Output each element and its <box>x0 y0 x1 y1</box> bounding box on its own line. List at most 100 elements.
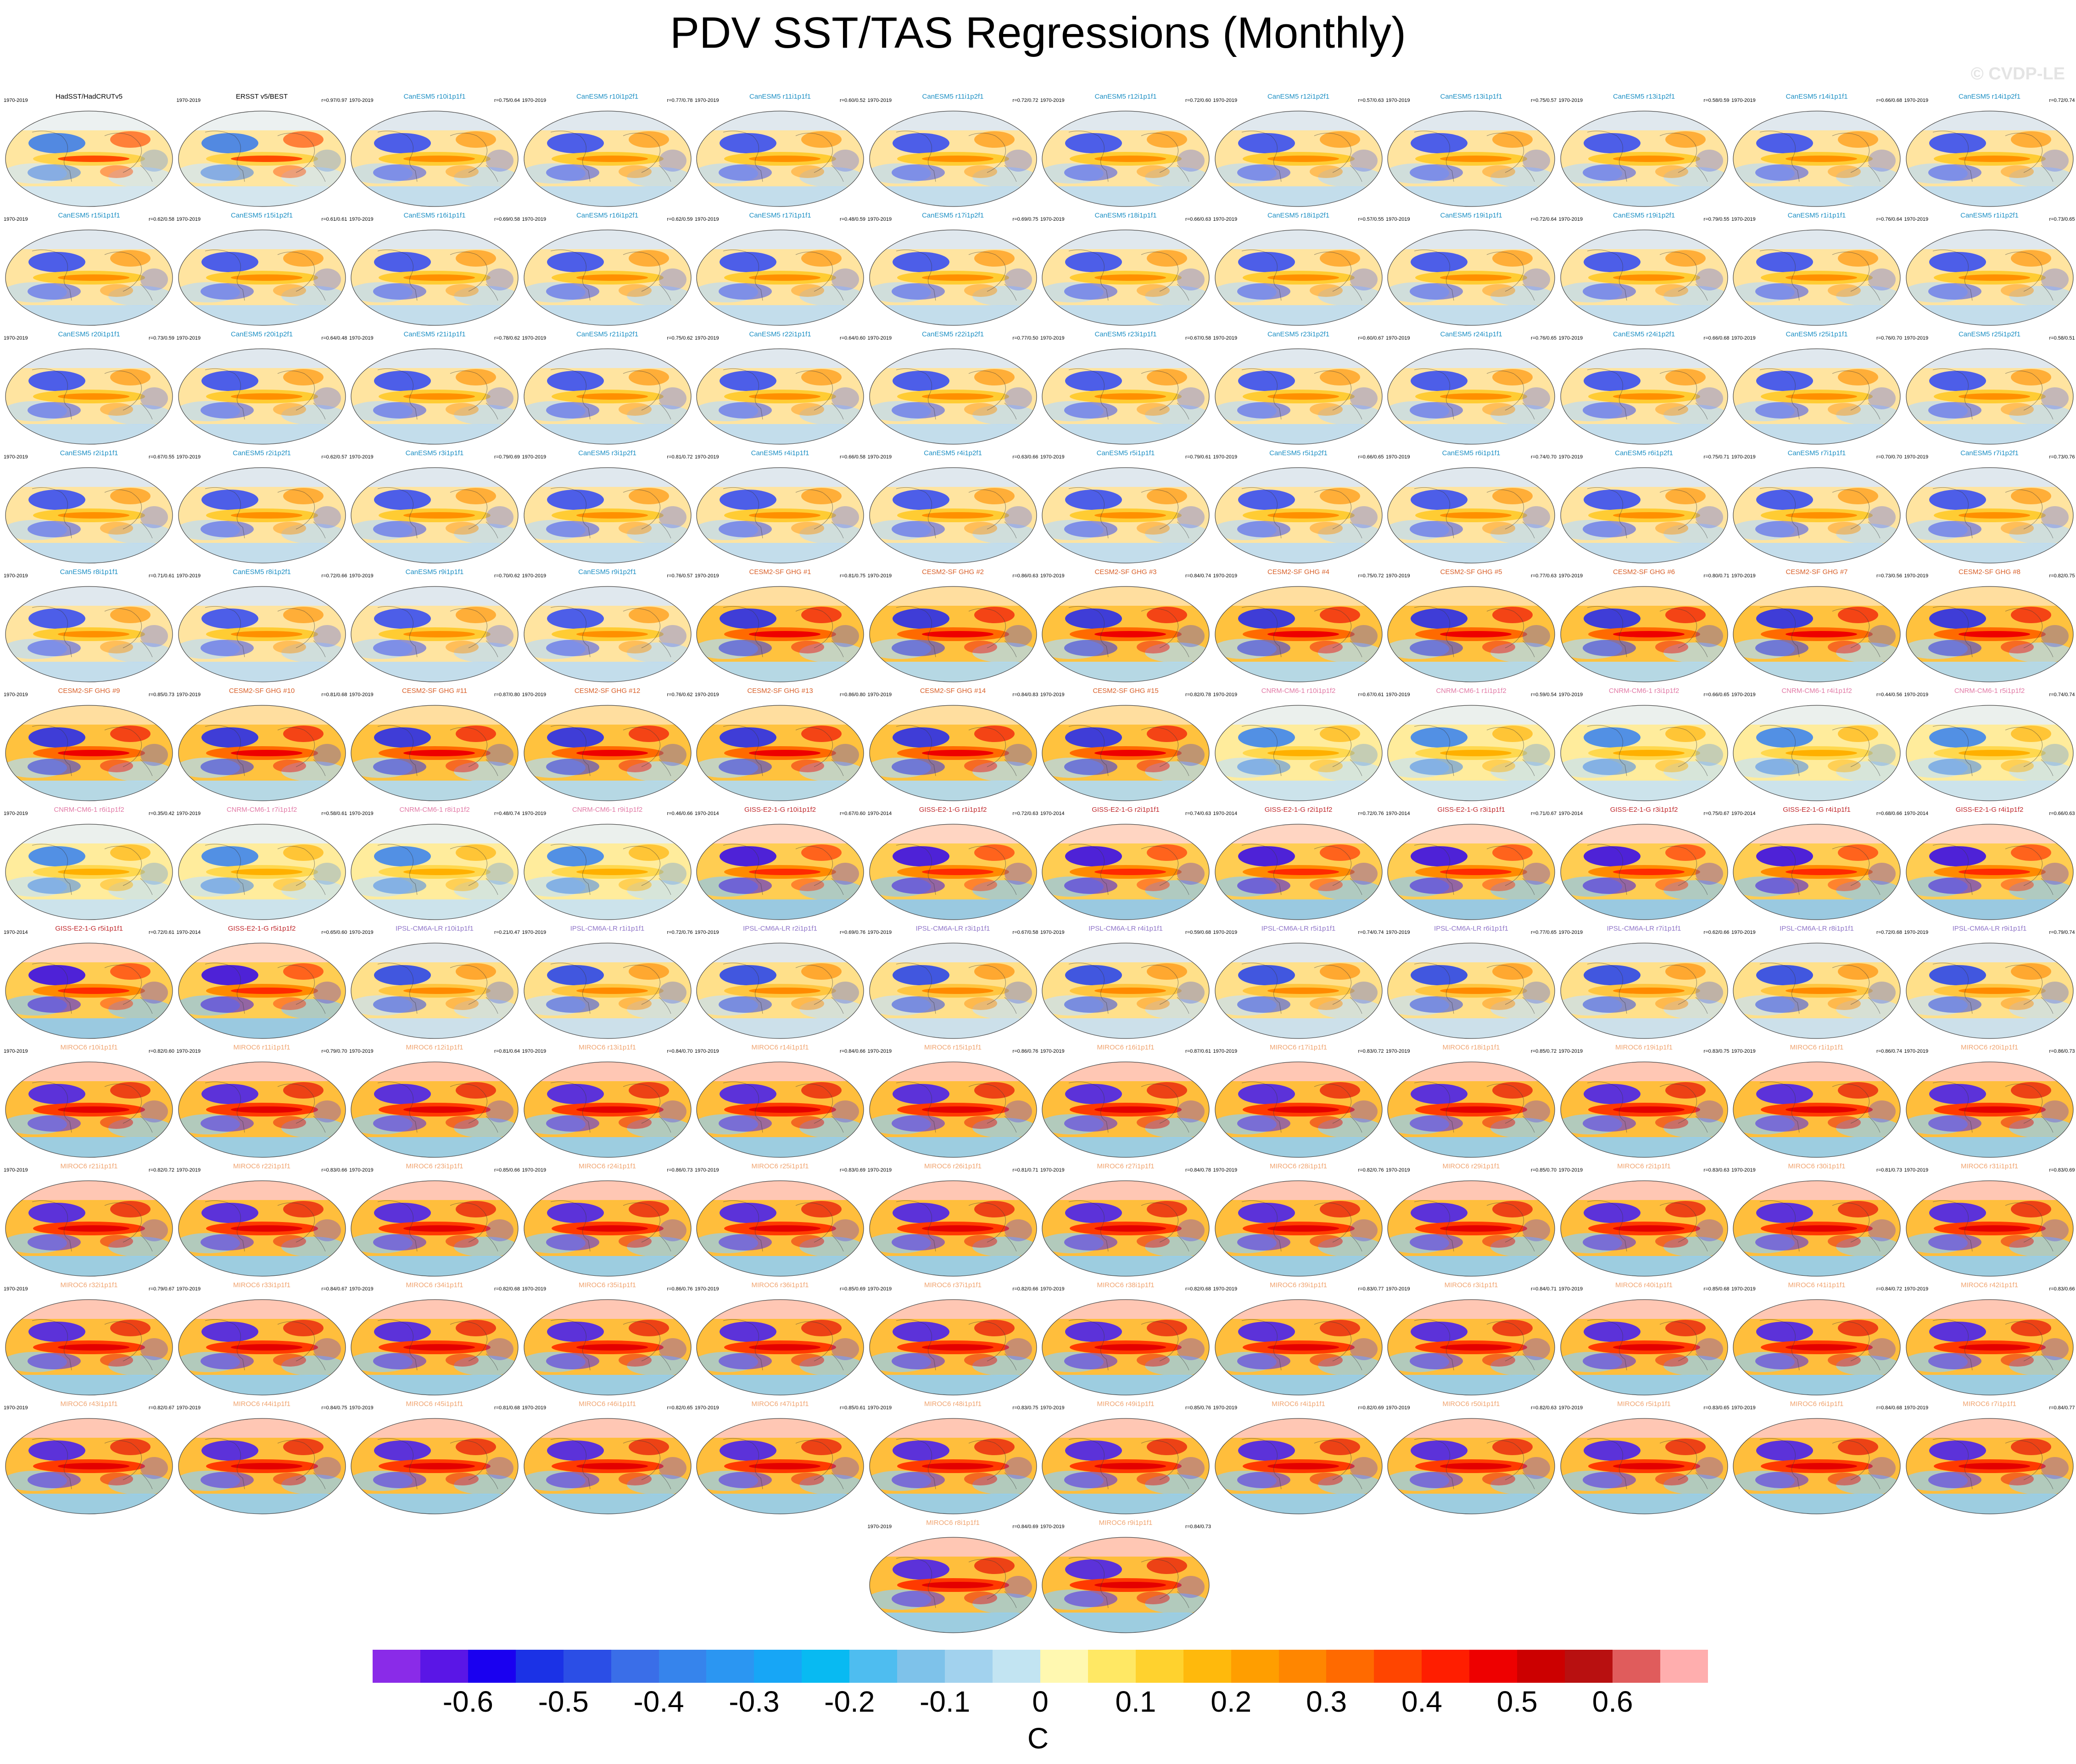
colorbar-segment <box>373 1650 420 1683</box>
regression-map <box>1214 705 1383 801</box>
map-panel: CESM2-SF GHG #1 1970-2019 r=0.81/0.75 <box>694 567 866 686</box>
regression-map <box>1905 467 2074 564</box>
map-panel: CanESM5 r20i1p2f1 1970-2019 r=0.64/0.48 <box>176 329 348 448</box>
panel-title: CanESM5 r24i1p2f1 <box>1613 330 1675 338</box>
panel-correlation: r=0.84/0.66 <box>840 1049 865 1054</box>
regression-map <box>1042 348 1210 445</box>
regression-map <box>1560 229 1728 326</box>
panel-title: CESM2-SF GHG #9 <box>58 687 120 695</box>
panel-title: IPSL-CM6A-LR r4i1p1f1 <box>1088 925 1163 932</box>
panel-correlation: r=0.78/0.62 <box>494 335 520 341</box>
panel-years: 1970-2019 <box>522 454 547 460</box>
panel-years: 1970-2019 <box>349 454 374 460</box>
regression-map <box>5 467 173 564</box>
map-panel: CanESM5 r21i1p1f1 1970-2019 r=0.78/0.62 <box>348 329 521 448</box>
panel-years: 1970-2019 <box>522 217 547 222</box>
panel-years: 1970-2019 <box>867 217 892 222</box>
panel-correlation: r=0.83/0.66 <box>2049 1286 2075 1292</box>
panel-correlation: r=0.71/0.67 <box>1531 811 1557 816</box>
regression-map <box>351 229 519 326</box>
panel-correlation: r=0.72/0.74 <box>2049 98 2075 103</box>
map-panel: CanESM5 r12i1p2f1 1970-2019 r=0.57/0.63 <box>1212 92 1385 211</box>
colorbar-segment <box>706 1650 754 1683</box>
map-panel: MIROC6 r43i1p1f1 1970-2019 r=0.82/0.67 <box>3 1399 175 1518</box>
panel-title: MIROC6 r18i1p1f1 <box>1442 1044 1500 1051</box>
panel-years: 1970-2014 <box>1213 811 1238 816</box>
map-panel: MIROC6 r17i1p1f1 1970-2019 r=0.83/0.72 <box>1212 1043 1385 1161</box>
regression-map <box>178 1299 346 1396</box>
panel-correlation: r=0.85/0.69 <box>840 1286 865 1292</box>
panel-title: CanESM5 r10i1p1f1 <box>403 93 466 100</box>
panel-years: 1970-2019 <box>1558 1049 1583 1054</box>
panel-title: CanESM5 r2i1p2f1 <box>233 449 291 457</box>
panel-title: CanESM5 r4i1p1f1 <box>751 449 809 457</box>
panel-correlation: r=0.76/0.65 <box>1531 335 1557 341</box>
panel-correlation: r=0.61/0.61 <box>321 217 347 222</box>
panel-years: 1970-2019 <box>1731 1405 1756 1411</box>
panel-correlation: r=0.79/0.70 <box>321 1049 347 1054</box>
regression-map <box>1387 229 1555 326</box>
panel-title: CESM2-SF GHG #11 <box>402 687 468 695</box>
panel-years: 1970-2019 <box>1213 1286 1238 1292</box>
regression-map <box>351 943 519 1039</box>
regression-map <box>1042 1180 1210 1277</box>
panel-correlation: r=0.84/0.77 <box>2049 1405 2075 1411</box>
panel-title: CESM2-SF GHG #3 <box>1094 568 1157 576</box>
regression-map <box>351 111 519 207</box>
map-panel: MIROC6 r5i1p1f1 1970-2019 r=0.83/0.65 <box>1558 1399 1730 1518</box>
panel-title: CNRM-CM6-1 r4i1p1f2 <box>1781 687 1852 695</box>
panel-years: 1970-2019 <box>1904 573 1929 579</box>
panel-title: MIROC6 r26i1p1f1 <box>924 1162 982 1170</box>
regression-map <box>696 824 864 920</box>
map-panel: CanESM5 r19i1p1f1 1970-2019 r=0.72/0.64 <box>1385 211 1557 329</box>
panel-title: CanESM5 r10i1p2f1 <box>576 93 639 100</box>
colorbar-segment <box>1135 1650 1183 1683</box>
panel-correlation: r=0.76/0.64 <box>1876 217 1902 222</box>
regression-map <box>1387 1061 1555 1158</box>
panel-years: 1970-2019 <box>1558 335 1583 341</box>
panel-correlation: r=0.83/0.75 <box>1012 1405 1038 1411</box>
map-panel: GISS-E2-1-G r4i1p1f1 1970-2014 r=0.68/0.66 <box>1730 805 1903 924</box>
panel-years: 1970-2019 <box>1731 1167 1756 1173</box>
panel-title: MIROC6 r25i1p1f1 <box>751 1162 809 1170</box>
regression-map <box>1733 1180 1901 1277</box>
panel-years: 1970-2019 <box>1040 1524 1065 1530</box>
panel-title: MIROC6 r36i1p1f1 <box>751 1281 809 1289</box>
panel-title: MIROC6 r5i1p1f1 <box>1617 1400 1671 1408</box>
regression-map <box>1387 1418 1555 1514</box>
regression-map <box>1042 229 1210 326</box>
panel-correlation: r=0.72/0.76 <box>1358 811 1384 816</box>
colorbar-segment <box>849 1650 898 1683</box>
panel-correlation: r=0.72/0.66 <box>321 573 347 579</box>
panel-title: MIROC6 r45i1p1f1 <box>406 1400 463 1408</box>
regression-map <box>1733 943 1901 1039</box>
panel-title: GISS-E2-1-G r5i1p1f2 <box>228 925 296 932</box>
panel-correlation: r=0.58/0.59 <box>1703 98 1730 103</box>
regression-map <box>178 1180 346 1277</box>
map-panel: CanESM5 r14i1p1f1 1970-2019 r=0.66/0.68 <box>1730 92 1903 211</box>
panel-years: 1970-2019 <box>1040 217 1065 222</box>
colorbar-tick-label: -0.1 <box>920 1685 971 1718</box>
panel-correlation: r=0.69/0.58 <box>494 217 520 222</box>
regression-map <box>523 1418 692 1514</box>
panel-title: CanESM5 r18i1p1f1 <box>1094 212 1157 219</box>
panel-years: 1970-2019 <box>4 573 28 579</box>
map-panel: MIROC6 r35i1p1f1 1970-2019 r=0.86/0.76 <box>521 1280 694 1399</box>
regression-map <box>1214 1061 1383 1158</box>
panel-years: 1970-2019 <box>522 1049 547 1054</box>
panel-years: 1970-2014 <box>1731 811 1756 816</box>
panel-title: MIROC6 r24i1p1f1 <box>578 1162 636 1170</box>
map-panel: CanESM5 r9i1p1f1 1970-2019 r=0.70/0.62 <box>348 567 521 686</box>
map-panel: MIROC6 r27i1p1f1 1970-2019 r=0.84/0.78 <box>1039 1161 1212 1280</box>
colorbar-tick-label: 0 <box>1032 1685 1049 1718</box>
panel-title: CanESM5 r8i1p2f1 <box>233 568 291 576</box>
regression-map <box>1214 1299 1383 1396</box>
map-panel: CanESM5 r1i1p2f1 1970-2019 r=0.73/0.65 <box>1903 211 2076 329</box>
map-panel: CanESM5 r16i1p2f1 1970-2019 r=0.62/0.59 <box>521 211 694 329</box>
panel-title: CanESM5 r18i1p2f1 <box>1267 212 1330 219</box>
map-panel: MIROC6 r10i1p1f1 1970-2019 r=0.82/0.60 <box>3 1043 175 1161</box>
map-panel: CanESM5 r5i1p1f1 1970-2019 r=0.79/0.61 <box>1039 448 1212 567</box>
map-panel: MIROC6 r24i1p1f1 1970-2019 r=0.86/0.73 <box>521 1161 694 1280</box>
panel-title: MIROC6 r12i1p1f1 <box>406 1044 463 1051</box>
panel-title: MIROC6 r19i1p1f1 <box>1615 1044 1673 1051</box>
